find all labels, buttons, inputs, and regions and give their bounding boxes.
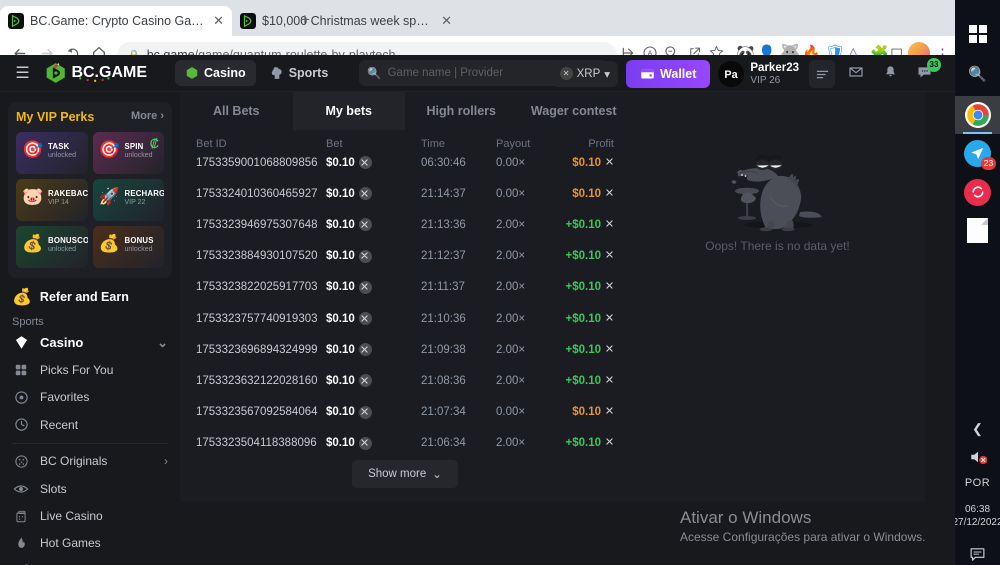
svg-text:Pa: Pa: [725, 69, 739, 81]
